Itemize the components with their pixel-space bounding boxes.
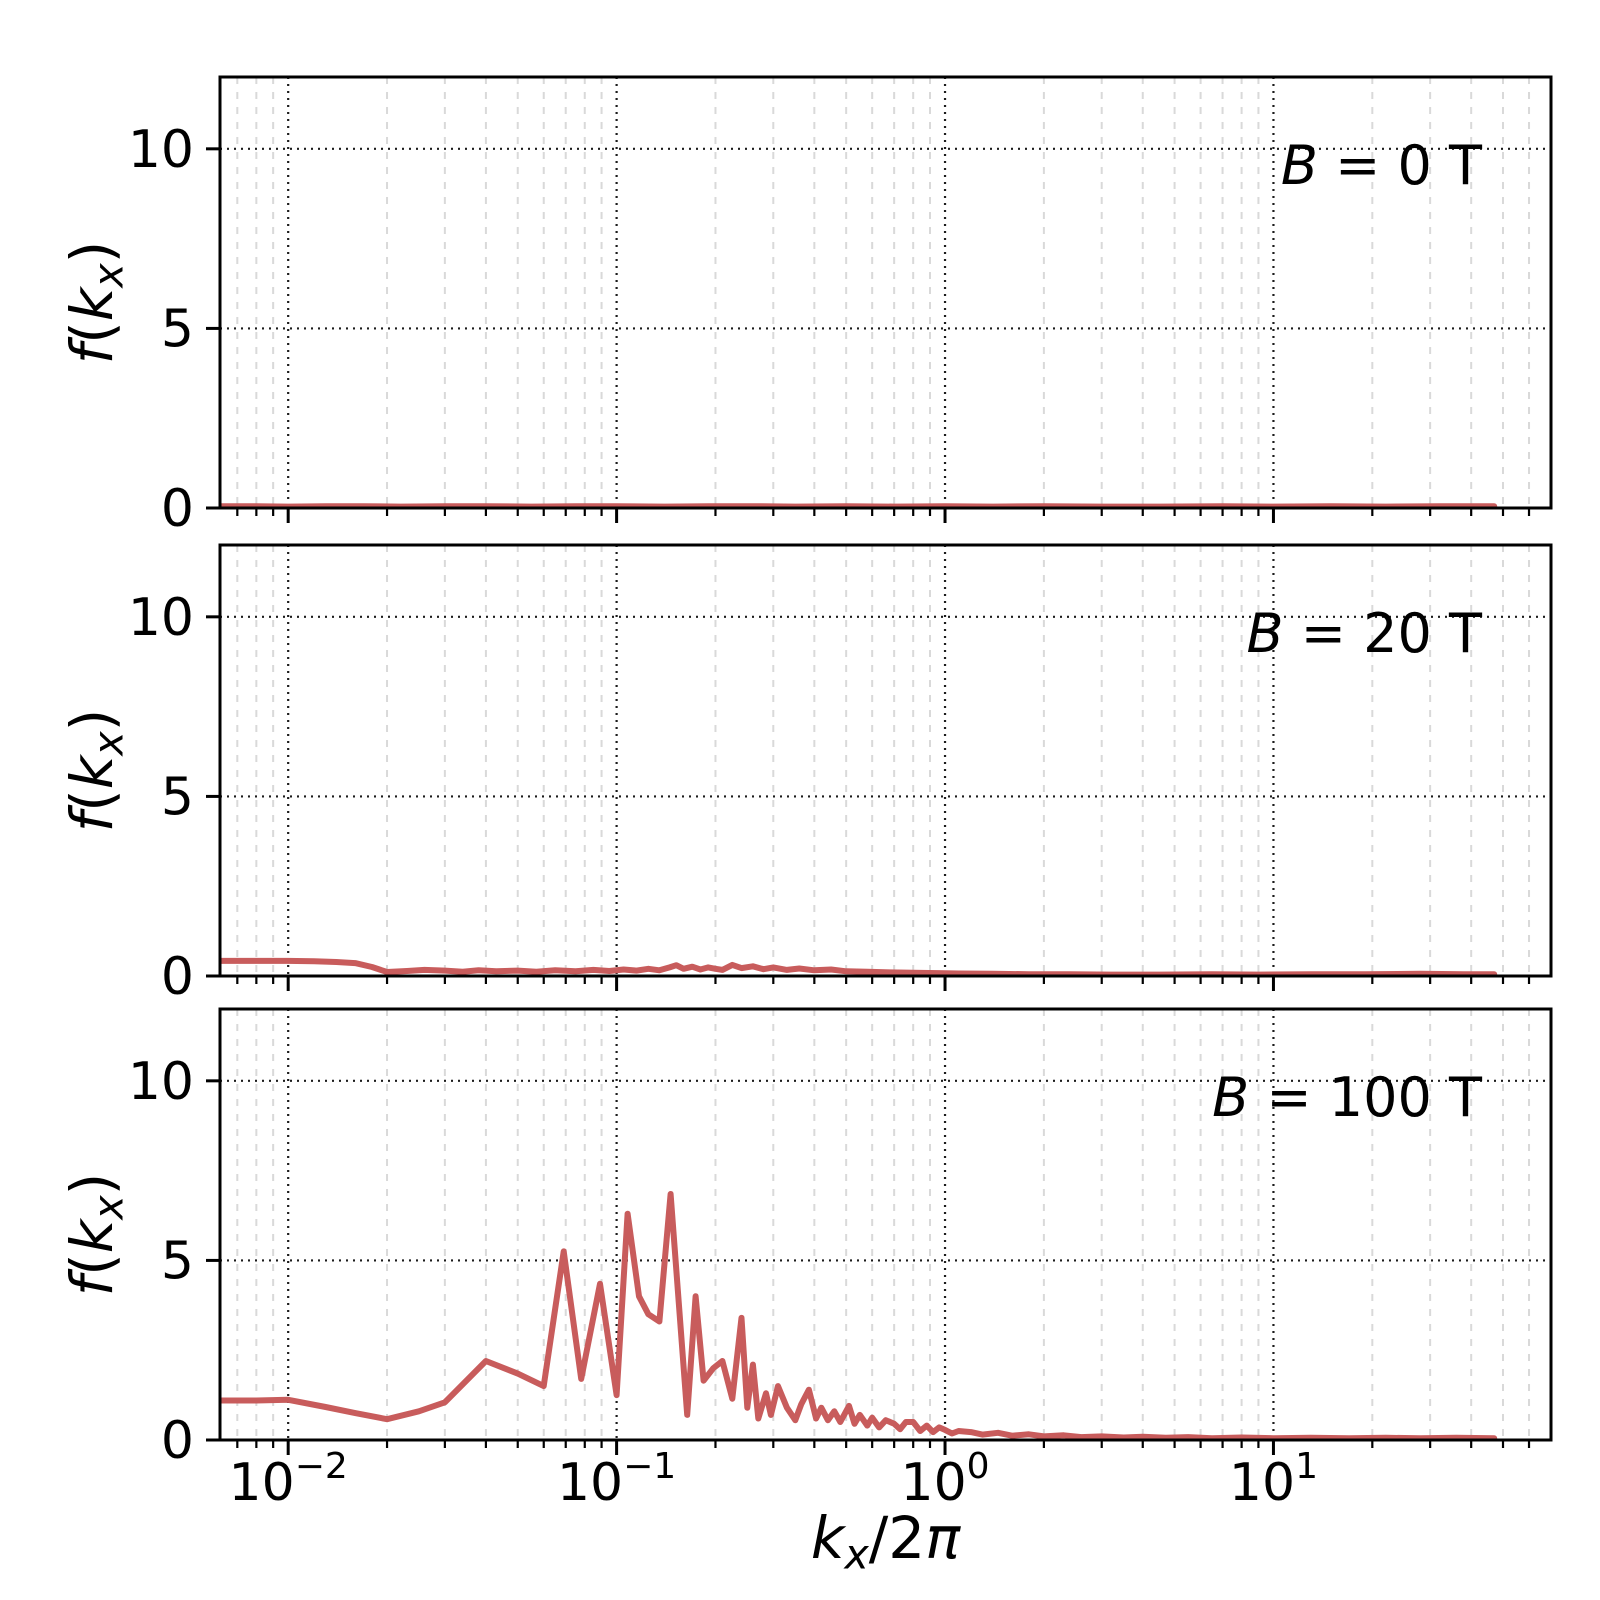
- spectrum-line: [220, 1191, 1498, 1440]
- panel-1: B = 20 T 0 5 10 f(kx): [58, 543, 1553, 1007]
- y-axis-label: f(kx): [58, 1173, 132, 1297]
- x-tick-label: 100: [900, 1446, 989, 1513]
- y-axis-label: f(kx): [58, 709, 132, 833]
- y-tick-label: 10: [128, 1052, 194, 1112]
- x-tick-label: 101: [1229, 1446, 1318, 1513]
- x-tick-label: 10−1: [557, 1446, 676, 1513]
- panel-annotation: B = 100 T: [1212, 1066, 1483, 1129]
- axes-frame: [218, 75, 1553, 510]
- panel-annotation: B = 0 T: [1281, 134, 1483, 197]
- y-tick-label: 5: [161, 767, 194, 827]
- x-axis-label: kx/2π: [811, 1504, 961, 1578]
- y-tick-label: 5: [161, 1231, 194, 1291]
- y-tick-label: 10: [128, 120, 194, 180]
- axes-frame: [218, 1007, 1553, 1442]
- y-tick-label: 0: [161, 479, 194, 539]
- y-tick-label: 0: [161, 1411, 194, 1471]
- y-tick-label: 0: [161, 947, 194, 1007]
- y-tick-label: 10: [128, 588, 194, 648]
- panel-annotation: B = 20 T: [1247, 602, 1484, 665]
- panel-2: B = 100 T 0 5 10 f(kx) 10−2 10−1 100 101 kx/2π: [58, 1007, 1553, 1578]
- y-axis-label: f(kx): [58, 241, 132, 365]
- panel-0: B = 0 T 0 5 10 f(kx): [58, 75, 1553, 539]
- y-tick-label: 5: [161, 299, 194, 359]
- axes-frame: [218, 543, 1553, 978]
- spectrum-line: [220, 957, 1498, 976]
- x-tick-label: 10−2: [229, 1446, 348, 1513]
